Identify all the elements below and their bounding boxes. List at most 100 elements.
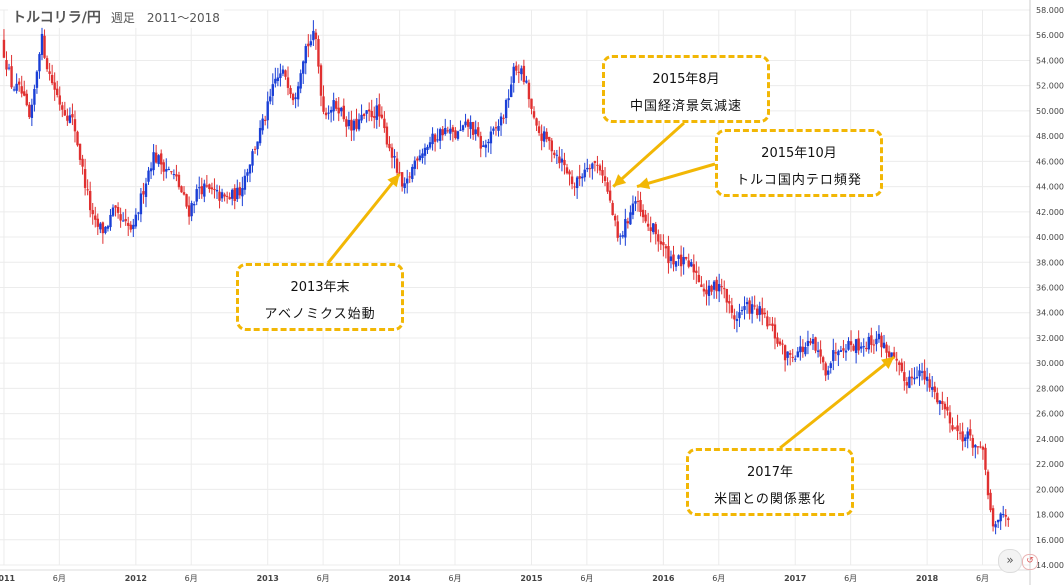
y-tick-label: 52.000 xyxy=(1036,82,1064,91)
x-tick-label: 6月 xyxy=(317,574,330,583)
candle-body xyxy=(809,341,812,344)
candle-body xyxy=(629,212,632,225)
candle-body xyxy=(441,129,444,136)
candle-body xyxy=(101,222,105,234)
candle-body xyxy=(644,214,647,222)
candle-body xyxy=(502,117,505,119)
candle-body xyxy=(669,256,673,261)
scroll-to-latest-button[interactable]: » xyxy=(998,549,1022,573)
candle-body xyxy=(799,346,802,353)
candle-body xyxy=(583,169,586,178)
candle-body xyxy=(943,403,947,410)
candle-body xyxy=(400,172,404,187)
candle-body xyxy=(588,168,592,170)
reset-icon[interactable]: ↺ xyxy=(1022,554,1038,570)
candle-body xyxy=(147,170,150,182)
annotation-2017: 2017年 米国との関係悪化 xyxy=(686,448,854,516)
candle-body xyxy=(373,116,376,118)
candle-body xyxy=(984,447,987,470)
candle-body xyxy=(788,352,792,355)
candle-body xyxy=(570,176,574,185)
candle-body xyxy=(149,168,153,172)
candle-body xyxy=(563,159,566,166)
candle-body xyxy=(842,348,845,351)
candle-body xyxy=(596,164,599,166)
candle-body xyxy=(852,345,855,351)
candle-body xyxy=(281,69,285,74)
candle-body xyxy=(446,130,449,132)
candle-body xyxy=(347,120,351,127)
candle-body xyxy=(887,351,891,357)
candle-body xyxy=(10,66,13,88)
candle-body xyxy=(127,222,130,226)
candle-body xyxy=(786,351,789,358)
candle-body xyxy=(187,205,191,217)
candle-body xyxy=(933,386,936,392)
x-tick-label: 6月 xyxy=(712,574,725,583)
y-tick-label: 54.000 xyxy=(1036,56,1064,65)
candle-body xyxy=(433,134,437,142)
candle-body xyxy=(474,129,477,135)
candle-body xyxy=(898,362,901,365)
candle-body xyxy=(317,39,320,67)
candle-body xyxy=(408,176,411,178)
candle-body xyxy=(697,274,701,283)
candle-body xyxy=(40,33,44,55)
candle-body xyxy=(461,125,465,131)
candle-body xyxy=(801,346,805,352)
candle-body xyxy=(908,376,911,388)
candle-body xyxy=(847,340,850,350)
x-tick-label: 2014 xyxy=(388,574,411,583)
candle-body xyxy=(923,370,926,380)
y-axis: 14.000 16.000 18.000 20.000 22.000 24.000 26.0… xyxy=(1029,0,1064,585)
candle-body xyxy=(411,166,414,179)
candle-body xyxy=(124,219,127,222)
candle-body xyxy=(246,172,249,176)
candle-body xyxy=(324,112,328,116)
y-tick-label: 32.000 xyxy=(1036,334,1064,343)
candle-body xyxy=(659,241,663,245)
candle-body xyxy=(624,219,627,238)
candle-body xyxy=(804,346,807,355)
candle-body xyxy=(388,143,391,149)
candle-body xyxy=(451,127,455,132)
x-tick-label: 6月 xyxy=(844,574,857,583)
chart-title: トルコリラ/円 週足 2011〜2018 xyxy=(8,6,224,28)
y-tick-label: 36.000 xyxy=(1036,284,1064,293)
candle-body xyxy=(829,363,832,369)
candle-body xyxy=(816,350,820,352)
x-tick-label: 2017 xyxy=(784,574,806,583)
candle-body xyxy=(654,224,657,235)
candle-body xyxy=(185,194,188,207)
annotation-2017-date: 2017年 xyxy=(746,465,794,480)
candle-body xyxy=(844,350,848,353)
candle-body xyxy=(162,162,165,172)
x-tick-label: 6月 xyxy=(185,574,198,583)
candle-body xyxy=(271,84,274,96)
candle-body xyxy=(256,141,259,150)
candle-body xyxy=(416,158,419,161)
candle-body xyxy=(865,347,868,349)
annotation-2015-aug: 2015年8月 中国経済景気減速 xyxy=(602,55,770,123)
candle-body xyxy=(99,223,102,230)
candle-body xyxy=(971,437,974,448)
candle-body xyxy=(144,183,148,197)
candle-body xyxy=(981,446,985,450)
candle-body xyxy=(859,346,863,349)
annotation-2015-oct-text: トルコ国内テロ頻発 xyxy=(736,173,862,188)
candle-body xyxy=(705,289,708,295)
candle-body xyxy=(406,178,409,184)
candle-body xyxy=(591,163,594,169)
candle-body xyxy=(593,161,597,163)
candle-body xyxy=(811,339,815,344)
candle-body xyxy=(611,202,614,216)
candle-body xyxy=(357,119,361,130)
candle-body xyxy=(903,372,906,382)
candle-body xyxy=(352,120,356,131)
candle-body xyxy=(953,427,957,429)
candle-body xyxy=(484,144,488,148)
candle-body xyxy=(758,306,761,315)
candle-body xyxy=(20,86,23,94)
candle-body xyxy=(431,133,434,145)
candle-body xyxy=(961,431,964,442)
